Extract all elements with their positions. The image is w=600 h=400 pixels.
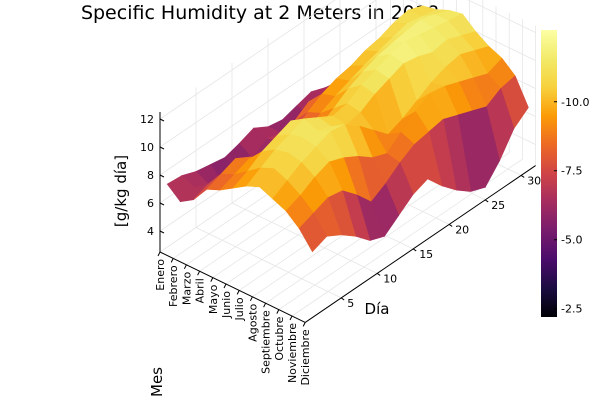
z-tick-mark	[159, 202, 165, 206]
surface-plot	[166, 5, 529, 253]
x-tick-mark	[276, 309, 280, 314]
x-axis-label: Mes	[148, 367, 166, 397]
x-tick-label: Marzo	[180, 272, 193, 306]
x-tick-mark	[249, 296, 253, 302]
x-tick-mark	[289, 315, 293, 321]
colorbar-ticks: -2.5 -5.0 -7.5 -10.0	[554, 96, 589, 316]
y-tick-label: 20	[455, 223, 469, 236]
y-tick-mark	[484, 199, 489, 203]
z-tick-label: 12	[140, 113, 154, 126]
x-tick-label: Agosto	[246, 304, 259, 342]
x-tick-label: Diciembre	[299, 329, 312, 385]
z-tick-mark	[159, 146, 165, 150]
surface-patch	[298, 212, 328, 253]
grid-line	[467, 0, 536, 33]
z-tick-mark	[159, 230, 165, 234]
x-axis-line	[159, 251, 306, 323]
y-axis-label: Día	[365, 300, 390, 318]
y-axis-line	[304, 165, 536, 323]
x-tick-label: Enero	[154, 259, 167, 291]
x-tick-mark	[157, 251, 161, 257]
x-tick-label: Mayo	[207, 284, 220, 314]
z-tick-mark	[159, 174, 165, 178]
z-tick-label: 6	[147, 197, 154, 210]
colorbar-tick-label: -2.5	[561, 303, 582, 316]
x-tick-mark	[210, 277, 214, 282]
colorbar: -2.5 -5.0 -7.5 -10.0	[541, 30, 589, 317]
x-tick-mark	[236, 290, 240, 295]
y-tick-label: 5	[347, 297, 354, 310]
x-tick-mark	[170, 258, 174, 263]
y-tick-mark	[340, 297, 345, 301]
colorbar-tick-label: -7.5	[561, 165, 582, 178]
colorbar-gradient	[541, 30, 557, 317]
y-tick-label: 25	[491, 199, 505, 212]
grid-line	[159, 0, 336, 120]
y-tick-mark	[520, 174, 525, 178]
x-tick-label: Octubre	[273, 316, 286, 360]
x-tick-label: Abril	[194, 278, 207, 303]
y-tick-mark	[448, 223, 453, 227]
x-tick-mark	[302, 322, 306, 327]
z-tick-label: 8	[147, 169, 154, 182]
x-tick-label: Septiembre	[260, 310, 273, 374]
colorbar-tick-label: -10.0	[561, 96, 589, 109]
z-axis-label: [g/kg día]	[112, 155, 130, 227]
chart-title: Specific Humidity at 2 Meters in 2018	[81, 2, 439, 24]
grid-line	[195, 227, 342, 299]
grid-line	[159, 0, 377, 148]
x-tick-label: Julio	[233, 297, 246, 321]
y-tick-mark	[376, 272, 381, 276]
x-tick-mark	[183, 264, 187, 270]
y-tick-label: 15	[419, 248, 433, 261]
z-tick-label: 4	[147, 225, 154, 238]
y-tick-mark	[412, 248, 417, 252]
grid-line	[159, 17, 391, 176]
x-tick-mark	[197, 270, 201, 276]
y-tick-label: 10	[383, 272, 397, 285]
x-tick-label: Junio	[220, 291, 233, 319]
x-tick-label: Noviembre	[286, 323, 299, 383]
x-tick-mark	[223, 283, 227, 289]
axes: 4 6 8 10 12 Enero Febrero Marzo Abril Mayo Junio Ju…	[140, 112, 541, 386]
x-tick-label: Febrero	[167, 265, 180, 307]
y-tick-label: 30	[527, 174, 541, 187]
x-tick-mark	[263, 302, 267, 308]
z-tick-label: 10	[140, 141, 154, 154]
colorbar-tick-label: -5.0	[561, 234, 582, 247]
z-tick-mark	[159, 118, 165, 122]
